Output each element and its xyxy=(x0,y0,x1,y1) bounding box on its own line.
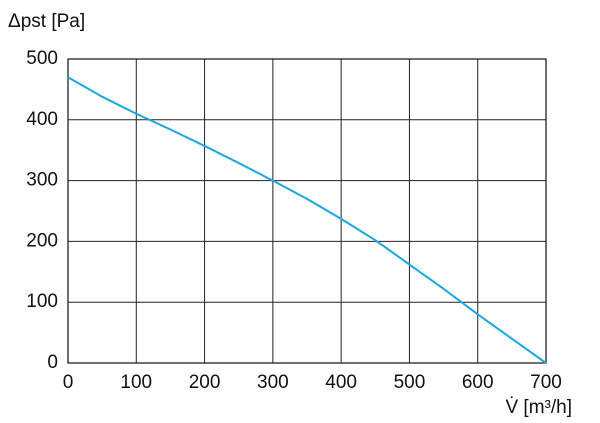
x-tick-label: 700 xyxy=(530,372,562,393)
y-tick-label: 500 xyxy=(26,48,58,69)
y-tick-label: 400 xyxy=(26,109,58,130)
x-tick-label: 200 xyxy=(189,372,221,393)
x-tick-label: 100 xyxy=(120,372,152,393)
x-tick-label: 500 xyxy=(394,372,426,393)
x-tick-label: 300 xyxy=(257,372,289,393)
plot-frame xyxy=(67,58,547,364)
x-tick-label: 600 xyxy=(462,372,494,393)
y-tick-label: 300 xyxy=(26,170,58,191)
y-axis-label: Δpst [Pa] xyxy=(8,11,85,32)
y-tick-label: 100 xyxy=(26,291,58,312)
x-tick-label: 0 xyxy=(63,372,74,393)
x-tick-label: 400 xyxy=(325,372,357,393)
x-axis-label: V̇ [m³/h] xyxy=(505,397,572,418)
data-line xyxy=(67,76,547,364)
y-tick-label: 0 xyxy=(47,352,58,373)
y-tick-label: 200 xyxy=(26,230,58,251)
